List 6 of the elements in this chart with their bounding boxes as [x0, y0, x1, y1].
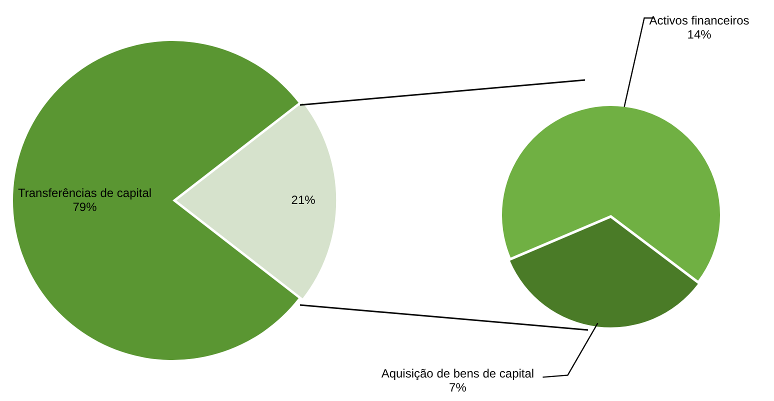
data-label: 7%: [449, 380, 467, 394]
data-label: 14%: [687, 27, 712, 42]
slice-label: Activos financeiros: [649, 13, 750, 28]
slice-label: Aquisição de bens de capital: [381, 366, 534, 380]
data-label: 79%: [72, 200, 98, 214]
slice-label: Transferências de capital: [18, 186, 152, 200]
